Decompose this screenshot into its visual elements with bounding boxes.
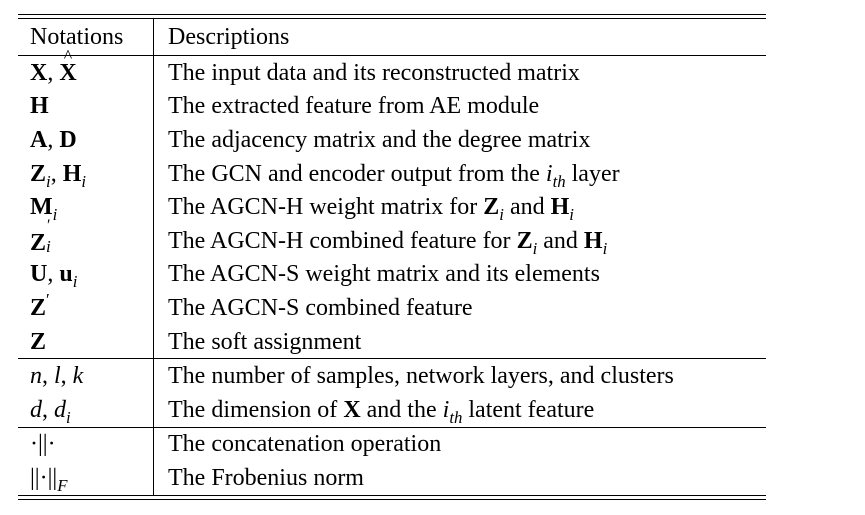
description-cell: The AGCN-S combined feature <box>168 294 473 321</box>
table-row: d, di The dimension of X and the ith lat… <box>18 392 766 428</box>
notation-cell: U, ui <box>18 257 154 292</box>
description-cell: The GCN and encoder output from the ith … <box>168 160 620 191</box>
description-cell: The AGCN-H weight matrix for Zi and Hi <box>168 194 574 225</box>
header-notations: Notations <box>18 19 154 56</box>
description-cell: The AGCN-S weight matrix and its element… <box>168 261 600 288</box>
table-header-row: Notations Descriptions <box>18 19 766 56</box>
table-row: Zi, Hi The GCN and encoder output from t… <box>18 156 766 191</box>
table-row: Z ′ i The AGCN-H combined feature for Zi a… <box>18 218 766 258</box>
top-double-rule <box>18 14 766 19</box>
notation-cell: ||·||F <box>18 461 154 495</box>
description-cell: The soft assignment <box>168 328 362 355</box>
notation-table: Notations Descriptions X, X The input da… <box>18 19 766 495</box>
notation-cell: Zi, Hi <box>18 156 154 191</box>
notation-cell: d, di <box>18 392 154 428</box>
notation-cell: X, X <box>18 47 154 90</box>
table-row: n, l, k The number of samples, network l… <box>18 358 766 393</box>
description-cell: The concatenation operation <box>153 426 766 462</box>
header-descriptions: Descriptions <box>153 19 766 56</box>
table-row: X, X The input data and its reconstructe… <box>18 47 766 90</box>
table-row: H The extracted feature from AE module <box>18 89 766 124</box>
table-row: ||·||F The Frobenius norm <box>18 461 766 495</box>
notation-cell: Mi <box>18 190 154 224</box>
description-cell: The extracted feature from AE module <box>168 93 540 120</box>
notation-cell: Z <box>18 324 154 359</box>
table-row: A, D The adjacency matrix and the degree… <box>18 123 766 157</box>
notation-cell: Z′ <box>18 291 154 325</box>
notation-cell: H <box>18 89 154 124</box>
description-cell: The input data and its reconstructed mat… <box>168 59 580 86</box>
bottom-double-rule <box>18 494 766 500</box>
notation-cell: ·||· <box>18 426 154 462</box>
table-row: U, ui The AGCN-S weight matrix and its e… <box>18 257 766 292</box>
description-cell: The number of samples, network layers, a… <box>153 358 766 393</box>
description-cell: The adjacency matrix and the degree matr… <box>168 126 591 153</box>
table-row: ·||· The concatenation operation <box>18 426 766 462</box>
description-cell: The Frobenius norm <box>168 464 364 491</box>
description-cell: The dimension of X and the ith latent fe… <box>168 396 595 427</box>
notation-cell: A, D <box>18 123 154 157</box>
table-row: Z The soft assignment <box>18 324 766 359</box>
notation-cell: n, l, k <box>18 358 154 393</box>
table-row: Z′ The AGCN-S combined feature <box>18 291 766 325</box>
notation-cell: Z ′ i <box>18 218 154 258</box>
notation-table-container: Notations Descriptions X, X The input da… <box>18 14 766 500</box>
description-cell: The AGCN-H combined feature for Zi and H… <box>168 227 608 258</box>
table-row: Mi The AGCN-H weight matrix for Zi and H… <box>18 190 766 224</box>
